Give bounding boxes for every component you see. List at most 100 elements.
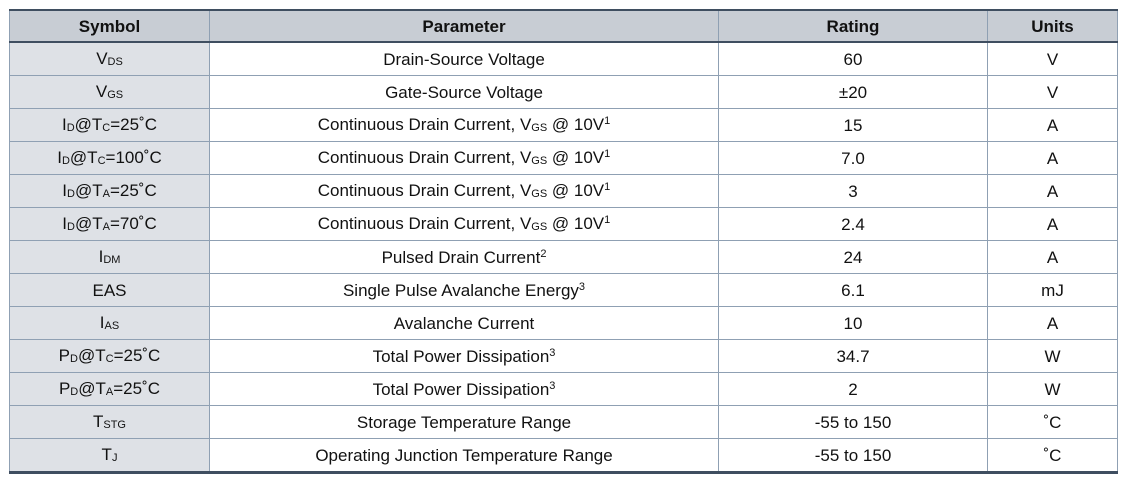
symbol-main: V: [95, 82, 108, 101]
rating-cell: 10: [718, 306, 988, 340]
symbol-main: I: [62, 181, 67, 200]
parameter-footnote: 3: [549, 346, 556, 359]
parameter-text: Avalanche Current: [393, 313, 535, 333]
symbol-subscript: D: [70, 353, 78, 365]
parameter-condition: @ 10V: [547, 115, 605, 134]
parameter-cell: Operating Junction Temperature Range: [209, 438, 719, 473]
symbol-condition-value: =100˚C: [105, 148, 162, 167]
symbol-cell: EAS: [9, 273, 210, 307]
symbol-cell: VDS: [9, 41, 210, 76]
parameter-text: Gate-Source Voltage: [385, 82, 543, 102]
symbol-condition-value: =25˚C: [113, 379, 161, 398]
symbol-cell: ID@TA=25˚C: [9, 174, 210, 208]
rating-cell: 3: [718, 174, 988, 208]
rating-cell: 2: [718, 372, 988, 406]
column-header-units: Units: [987, 9, 1118, 43]
symbol-subscript: GS: [107, 89, 124, 101]
table-row: VDS Drain-Source Voltage 60 V: [9, 41, 1118, 76]
symbol-subscript: D: [70, 386, 79, 398]
units-cell: A: [987, 240, 1118, 274]
parameter-footnote: 2: [540, 247, 547, 260]
rating-cell: -55 to 150: [718, 405, 988, 439]
symbol-subscript: STG: [103, 419, 126, 431]
symbol-main: EAS: [92, 280, 127, 300]
rating-cell: 2.4: [718, 207, 988, 241]
units-cell: A: [987, 207, 1118, 241]
symbol-condition: @T: [74, 214, 103, 233]
symbol-condition-subscript: C: [97, 155, 106, 167]
rating-cell: 15: [718, 108, 988, 142]
rating-cell: -55 to 150: [718, 438, 988, 473]
symbol-condition-value: =25˚C: [113, 346, 161, 365]
symbol-subscript: D: [66, 122, 75, 134]
symbol-main: I: [98, 247, 104, 266]
units-cell: A: [987, 141, 1118, 175]
symbol-subscript: D: [61, 155, 70, 167]
symbol-condition-subscript: A: [102, 221, 110, 233]
parameter-condition: @ 10V: [547, 214, 605, 233]
symbol-condition: @T: [74, 181, 103, 200]
parameter-footnote: 1: [604, 214, 611, 226]
symbol-main: T: [92, 412, 104, 431]
symbol-cell: VGS: [9, 75, 210, 109]
parameter-footnote: 1: [604, 148, 611, 160]
symbol-main: T: [101, 445, 112, 464]
symbol-condition-subscript: C: [102, 122, 111, 134]
rating-cell: 60: [718, 41, 988, 76]
symbol-subscript: D: [67, 221, 75, 233]
symbol-subscript: DM: [103, 254, 121, 266]
units-cell: W: [987, 372, 1118, 406]
parameter-text: Continuous Drain Current, V: [317, 148, 532, 167]
parameter-text: Continuous Drain Current, V: [317, 181, 532, 200]
symbol-main: I: [99, 313, 105, 332]
table-row: ID@TC=100˚C Continuous Drain Current, VGS…: [9, 141, 1118, 175]
table-row: ID@TA=70˚C Continuous Drain Current, VGS …: [9, 207, 1118, 241]
symbol-condition-value: =25˚C: [109, 181, 157, 200]
parameter-footnote: 1: [604, 181, 611, 193]
units-cell: A: [987, 174, 1118, 208]
column-header-rating: Rating: [718, 9, 988, 43]
table-row: VGS Gate-Source Voltage ±20 V: [9, 75, 1118, 109]
parameter-text: Single Pulse Avalanche Energy: [342, 280, 579, 300]
parameter-footnote: 3: [549, 379, 556, 392]
parameter-subscript: GS: [531, 155, 548, 167]
parameter-cell: Continuous Drain Current, VGS @ 10V1: [209, 174, 719, 208]
table-row: IDM Pulsed Drain Current2 24 A: [9, 240, 1118, 274]
table-row: ID@TA=25˚C Continuous Drain Current, VGS …: [9, 174, 1118, 208]
parameter-text: Storage Temperature Range: [356, 412, 572, 432]
parameter-cell: Total Power Dissipation3: [209, 372, 719, 406]
column-header-symbol: Symbol: [9, 9, 210, 43]
table-row: TJ Operating Junction Temperature Range -5…: [9, 438, 1118, 473]
symbol-cell: PD@TC=25˚C: [9, 339, 210, 373]
units-cell: V: [987, 75, 1118, 109]
symbol-cell: PD@TA=25˚C: [9, 372, 210, 406]
absolute-maximum-ratings-table: Symbol Parameter Rating Units VDS Drain-S…: [9, 9, 1118, 474]
column-header-parameter: Parameter: [209, 9, 719, 43]
ratings-table-container: Symbol Parameter Rating Units VDS Drain-S…: [9, 9, 1118, 474]
symbol-condition: @T: [74, 115, 103, 134]
parameter-condition: @ 10V: [547, 181, 605, 200]
units-cell: ˚C: [987, 405, 1118, 439]
parameter-cell: Continuous Drain Current, VGS @ 10V1: [209, 141, 719, 175]
symbol-cell: IDM: [9, 240, 210, 274]
symbol-main: I: [62, 214, 67, 233]
symbol-cell: IAS: [9, 306, 210, 340]
symbol-subscript: DS: [107, 56, 123, 68]
symbol-cell: ID@TA=70˚C: [9, 207, 210, 241]
symbol-condition-subscript: A: [102, 188, 110, 200]
parameter-text: Pulsed Drain Current: [381, 247, 541, 267]
symbol-main: V: [96, 49, 108, 68]
parameter-subscript: GS: [531, 122, 548, 134]
units-cell: A: [987, 306, 1118, 340]
parameter-text: Drain-Source Voltage: [383, 49, 545, 69]
rating-cell: 7.0: [718, 141, 988, 175]
units-cell: A: [987, 108, 1118, 142]
parameter-subscript: GS: [531, 188, 548, 200]
units-cell: V: [987, 41, 1118, 76]
table-body: VDS Drain-Source Voltage 60 V VGS Gate-Source…: [9, 41, 1118, 473]
table-row: TSTG Storage Temperature Range -55 to 150 ˚…: [9, 405, 1118, 439]
symbol-main: I: [57, 148, 62, 167]
symbol-subscript: D: [67, 188, 75, 200]
parameter-cell: Gate-Source Voltage: [209, 75, 719, 109]
parameter-text: Total Power Dissipation: [372, 379, 550, 399]
